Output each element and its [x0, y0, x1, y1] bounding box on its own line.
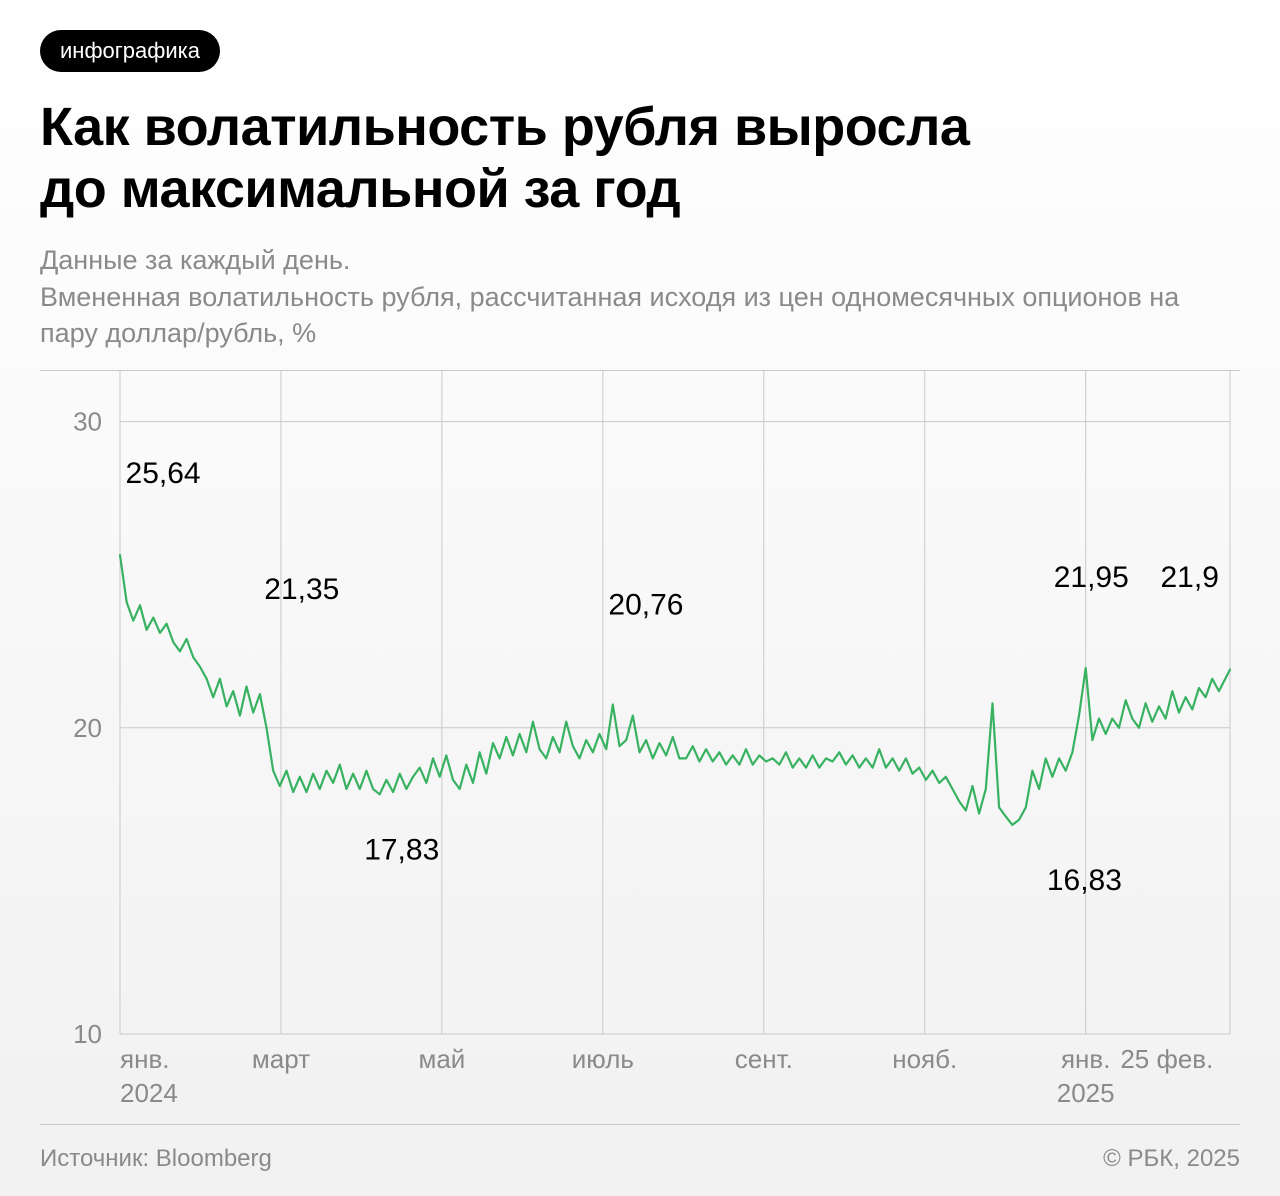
- x-tick-label: март: [252, 1044, 310, 1074]
- subtitle: Данные за каждый день. Вмененная волатил…: [40, 242, 1240, 351]
- data-point-label: 21,9: [1161, 560, 1219, 593]
- main-title: Как волатильность рубля выросла до макси…: [40, 96, 1240, 220]
- x-tick-label: 25 фев.: [1120, 1044, 1213, 1074]
- copyright-text: © РБК, 2025: [1103, 1145, 1240, 1173]
- subtitle-line-2: Вмененная волатильность рубля, рассчитан…: [40, 282, 1179, 348]
- y-tick-label: 30: [73, 406, 102, 436]
- infographic-page: инфографика Как волатильность рубля выро…: [0, 0, 1280, 1196]
- x-tick-label-year: 2024: [120, 1078, 178, 1108]
- x-tick-label: май: [418, 1044, 465, 1074]
- category-badge: инфографика: [40, 30, 220, 72]
- y-tick-label: 10: [73, 1019, 102, 1049]
- x-tick-label: июль: [572, 1044, 634, 1074]
- chart-area: 10 20 30 янв. 2024 март май июль сент. нояб. янв. 2…: [40, 370, 1240, 1125]
- y-tick-label: 20: [73, 712, 102, 742]
- data-point-label: 21,35: [264, 573, 339, 606]
- x-tick-label: янв.: [1061, 1044, 1110, 1074]
- x-tick-label: сент.: [735, 1044, 793, 1074]
- data-point-label: 20,76: [608, 588, 683, 621]
- data-point-label: 21,95: [1054, 560, 1129, 593]
- data-point-label: 25,64: [126, 456, 201, 489]
- subtitle-line-1: Данные за каждый день.: [40, 245, 350, 275]
- footer: Источник: Bloomberg © РБК, 2025: [40, 1125, 1240, 1173]
- source-text: Источник: Bloomberg: [40, 1145, 272, 1173]
- x-tick-label: янв.: [120, 1044, 169, 1074]
- title-line-1: Как волатильность рубля выросла: [40, 97, 969, 157]
- x-tick-label: нояб.: [892, 1044, 957, 1074]
- line-chart: 10 20 30 янв. 2024 март май июль сент. нояб. янв. 2…: [40, 371, 1240, 1124]
- title-line-2: до максимальной за год: [40, 159, 680, 219]
- data-point-label: 16,83: [1047, 864, 1122, 897]
- data-point-label: 17,83: [364, 833, 439, 866]
- x-tick-label-year: 2025: [1057, 1078, 1115, 1108]
